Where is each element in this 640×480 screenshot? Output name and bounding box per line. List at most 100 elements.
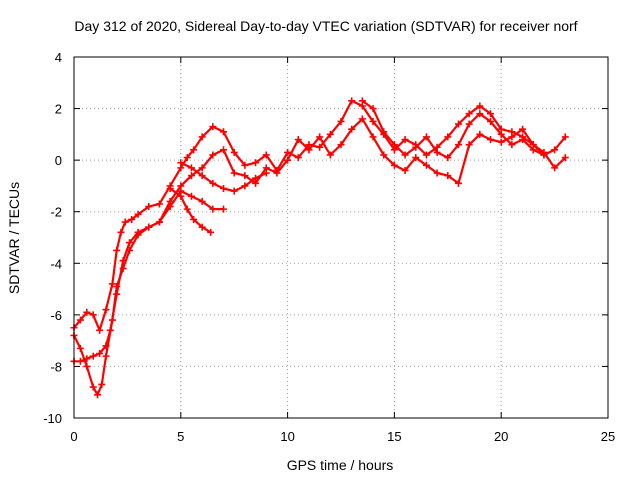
data-point [134,210,142,218]
data-point [305,146,313,154]
data-point [401,151,409,159]
data-point [519,136,527,144]
data-point [262,169,270,177]
data-point [241,161,249,169]
data-point [102,342,110,350]
data-point [326,130,334,138]
data-point [198,172,206,180]
x-tick-label: 25 [601,429,615,444]
x-tick-label: 15 [387,429,401,444]
data-point [134,228,142,236]
series-line [72,117,567,396]
grid [74,57,608,418]
data-point [89,383,97,391]
data-point [433,148,441,156]
data-point [401,136,409,144]
data-point [294,136,302,144]
data-point [89,352,97,360]
data-point [190,146,198,154]
data-point [183,154,191,162]
data-point [83,362,91,370]
data-point [207,228,215,236]
x-tick-label: 10 [280,429,294,444]
y-tick-label: 0 [55,153,62,168]
data-point [444,172,452,180]
data-point [487,110,495,118]
data-point [113,290,121,298]
data-point [561,133,569,141]
data-point [96,326,104,334]
data-point [187,164,195,172]
data-point [126,239,134,247]
data-point [209,151,217,159]
data-point [358,115,366,123]
series-track-e [177,159,270,195]
data-point [209,179,217,187]
data-point [444,133,452,141]
data-point [102,306,110,314]
data-point [348,97,356,105]
data-point [422,133,430,141]
data-point [230,169,238,177]
axis-ticks: 0 5 10 15 20 25 -10 -8 -6 -4 -2 0 2 4 [43,50,615,444]
data-point [230,187,238,195]
data-point [76,357,84,365]
data-point [209,123,217,131]
data-point [187,172,195,180]
data-point [166,185,174,193]
data-point [444,154,452,162]
data-point [369,117,377,125]
data-point [358,97,366,105]
data-point [155,200,163,208]
y-tick-label: -4 [50,256,62,271]
data-point [497,130,505,138]
data-point [348,125,356,133]
data-point [390,141,398,149]
data-point [380,128,388,136]
data-point [98,380,106,388]
y-axis-label: SDTVAR / TECUs [6,182,22,294]
data-point [422,161,430,169]
data-point [190,215,198,223]
data-point [108,280,116,288]
data-point [220,128,228,136]
data-point [401,166,409,174]
series-track-c [70,187,228,365]
data-point [422,151,430,159]
data-point [284,156,292,164]
data-point [433,169,441,177]
y-tick-label: -8 [50,359,62,374]
data-point [561,154,569,162]
data-point [128,215,136,223]
data-point [119,257,127,265]
data-point [551,146,559,154]
series-track-a [70,97,569,334]
data-point [262,151,270,159]
chart-title: Day 312 of 2020, Sidereal Day-to-day VTE… [74,18,577,34]
data-point [476,102,484,110]
data-point [465,120,473,128]
data-point [294,154,302,162]
data-point [220,205,228,213]
data-point [487,136,495,144]
series-line [361,99,546,159]
data-point [89,311,97,319]
data-point [508,141,516,149]
data-point [76,316,84,324]
data-point [551,164,559,172]
plot-frame [73,56,609,419]
data-point [198,197,206,205]
data-point [198,133,206,141]
data-point [117,228,125,236]
data-point [76,344,84,352]
data-point [83,355,91,363]
data-point [183,205,191,213]
series-track-b [70,115,569,399]
x-axis-label: GPS time / hours [287,457,394,473]
data-point [454,120,462,128]
data-point [198,223,206,231]
data-point [519,125,527,133]
data-point [155,218,163,226]
data-point [508,133,516,141]
